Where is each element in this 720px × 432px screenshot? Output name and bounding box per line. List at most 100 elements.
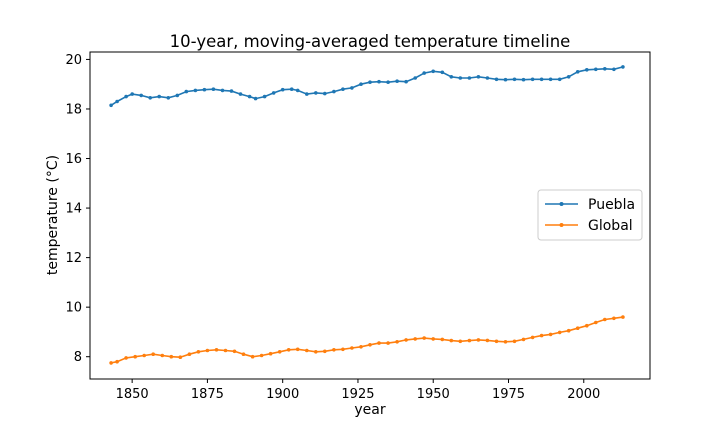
data-point [521, 77, 526, 82]
data-point [332, 89, 336, 94]
data-point [485, 76, 490, 80]
data-point [241, 352, 246, 357]
data-point [440, 337, 445, 342]
data-point [377, 79, 381, 84]
x-tick-label: 1900 [266, 387, 299, 402]
data-point [277, 350, 282, 354]
data-point [238, 92, 243, 96]
data-point [220, 88, 225, 93]
data-point [202, 87, 207, 92]
y-tick-label: 18 [65, 102, 82, 117]
data-point [530, 77, 535, 82]
data-point [232, 349, 237, 354]
data-point [449, 75, 454, 79]
data-point [413, 76, 418, 80]
y-tick-label: 8 [74, 350, 82, 365]
data-point [196, 350, 201, 354]
data-point [431, 69, 436, 74]
data-point [386, 341, 390, 345]
data-point [124, 94, 128, 99]
data-point [594, 67, 598, 72]
data-point [305, 92, 309, 96]
data-point [250, 354, 255, 359]
data-point [539, 77, 544, 82]
y-tick-label: 16 [65, 152, 82, 167]
data-point [494, 77, 499, 82]
legend-marker [559, 223, 564, 227]
y-axis: 8 10 12 14 16 18 20 [65, 53, 90, 365]
data-point [368, 343, 372, 347]
data-point [305, 348, 309, 353]
data-point [575, 70, 580, 74]
data-point [341, 87, 345, 91]
data-point [368, 80, 372, 84]
data-point [431, 337, 436, 341]
data-point [359, 345, 363, 349]
data-point [612, 316, 616, 321]
series-line [110, 66, 624, 106]
data-point [612, 67, 616, 72]
data-point [422, 336, 427, 340]
data-point [314, 350, 318, 354]
data-point [115, 359, 119, 364]
data-point [193, 88, 198, 93]
data-point [603, 317, 607, 322]
data-point [253, 96, 258, 101]
legend: Puebla Global [537, 189, 643, 241]
data-point [223, 348, 228, 353]
data-point [485, 338, 490, 343]
data-point [404, 338, 408, 342]
data-point [332, 348, 336, 352]
data-point [440, 70, 445, 75]
data-point [621, 315, 625, 319]
plot-area [109, 65, 625, 365]
y-tick-label: 10 [65, 301, 82, 316]
data-point [503, 340, 508, 344]
series-global [109, 315, 625, 365]
chart-title: 10-year, moving-averaged temperature tim… [170, 32, 571, 51]
data-point [449, 338, 454, 343]
data-point [184, 89, 189, 94]
data-point [229, 89, 234, 93]
data-point [314, 91, 318, 95]
data-point [557, 330, 562, 335]
data-point [289, 87, 294, 91]
data-point [148, 96, 152, 100]
legend-label: Global [588, 218, 633, 234]
y-tick-label: 20 [65, 53, 82, 68]
legend-label: Puebla [588, 197, 635, 213]
data-point [205, 348, 210, 353]
data-point [494, 339, 499, 344]
data-point [548, 77, 553, 82]
data-point [341, 347, 345, 352]
data-point [211, 87, 216, 91]
data-point [395, 340, 399, 344]
data-point [359, 82, 363, 86]
data-point [585, 323, 589, 328]
data-point [521, 337, 526, 342]
legend-marker [559, 202, 564, 206]
data-point [350, 86, 354, 90]
data-point [169, 354, 174, 359]
data-point [557, 77, 562, 82]
data-point [109, 103, 113, 108]
data-point [124, 356, 128, 360]
data-point [422, 71, 427, 75]
y-tick-label: 12 [65, 251, 82, 266]
data-point [268, 351, 273, 356]
series-puebla [109, 65, 625, 108]
data-point [214, 348, 219, 352]
y-axis-label: temperature (°C) [45, 155, 61, 275]
data-point [566, 75, 571, 79]
data-point [512, 339, 517, 344]
data-point [621, 65, 625, 69]
x-tick-label: 1975 [492, 387, 525, 402]
data-point [247, 94, 252, 99]
data-point [575, 326, 580, 331]
data-point [259, 353, 264, 358]
data-point [386, 80, 390, 84]
data-point [377, 341, 381, 345]
data-point [503, 77, 508, 82]
